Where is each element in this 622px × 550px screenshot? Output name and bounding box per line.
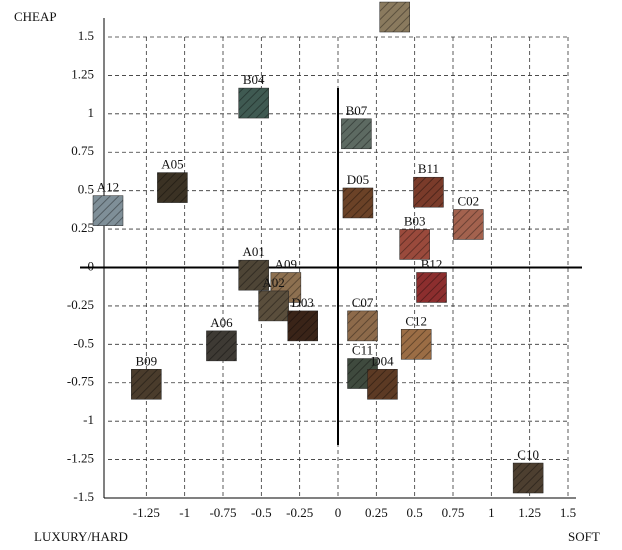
- y-tick-label: -0.25: [67, 297, 94, 312]
- y-tick-label: -0.5: [73, 335, 94, 350]
- point-label: A09: [275, 256, 297, 271]
- thumbnail-texture: [348, 311, 378, 341]
- x-tick-label: 1.5: [560, 505, 576, 520]
- thumbnail-texture: [288, 311, 318, 341]
- point-label: D05: [347, 172, 369, 187]
- chart: CHEAP LUXURY/HARD SOFT -1.5-1.25-1-0.75-…: [0, 0, 622, 550]
- x-tick-label: -1: [179, 505, 190, 520]
- point-label: C05: [384, 0, 406, 1]
- thumbnail-texture: [417, 272, 447, 302]
- point-label: D04: [371, 353, 394, 368]
- y-tick-label: 0: [88, 258, 95, 273]
- thumbnail-texture: [367, 369, 397, 399]
- point-label: B04: [243, 72, 265, 87]
- x-tick-label: -1.25: [133, 505, 160, 520]
- point-label: A05: [161, 157, 183, 172]
- thumbnail-texture: [513, 463, 543, 493]
- thumbnail-texture: [341, 119, 371, 149]
- thumbnail-texture: [93, 196, 123, 226]
- thumbnail-texture: [239, 88, 269, 118]
- point-label: D03: [292, 295, 314, 310]
- page: {"chart_data": {"type": "scatter", "y_ax…: [0, 0, 622, 550]
- x-tick-label: -0.75: [209, 505, 236, 520]
- point-label: A01: [242, 244, 264, 259]
- point-label: C07: [352, 295, 374, 310]
- y-tick-label: 1: [88, 105, 95, 120]
- x-tick-label: -0.5: [251, 505, 272, 520]
- point-label: A12: [97, 180, 119, 195]
- y-axis-label: CHEAP: [14, 9, 57, 24]
- point-label: C10: [517, 447, 539, 462]
- y-tick-label: -1: [83, 412, 94, 427]
- y-tick-label: 1.25: [71, 66, 94, 81]
- thumbnail-texture: [206, 331, 236, 361]
- y-tick-label: -1.25: [67, 451, 94, 466]
- point-label: C02: [457, 193, 479, 208]
- x-tick-label: 0.75: [442, 505, 465, 520]
- x-tick-label: 1.25: [518, 505, 541, 520]
- x-tick-label: 0: [335, 505, 342, 520]
- x-axis-label-right: SOFT: [568, 529, 600, 544]
- y-tick-label: 1.5: [78, 28, 94, 43]
- thumbnail-texture: [380, 2, 410, 32]
- thumbnail-texture: [453, 209, 483, 239]
- thumbnail-texture: [157, 173, 187, 203]
- thumbnail-texture: [343, 188, 373, 218]
- x-tick-label: -0.25: [286, 505, 313, 520]
- y-tick-label: -0.75: [67, 374, 94, 389]
- point-label: B12: [421, 256, 443, 271]
- x-axis-label-left: LUXURY/HARD: [34, 529, 128, 544]
- point-label: B07: [346, 103, 368, 118]
- point-label: A06: [210, 315, 233, 330]
- thumbnail-texture: [400, 229, 430, 259]
- point-label: A02: [262, 275, 284, 290]
- y-tick-label: 0.5: [78, 182, 94, 197]
- y-tick-label: 0.75: [71, 143, 94, 158]
- x-tick-label: 1: [488, 505, 495, 520]
- y-tick-label: 0.25: [71, 220, 94, 235]
- point-label: B03: [404, 213, 426, 228]
- point-label: B09: [135, 353, 157, 368]
- point-label: C11: [352, 343, 373, 358]
- thumbnail-texture: [401, 329, 431, 359]
- thumbnail-texture: [259, 291, 289, 321]
- thumbnail-texture: [131, 369, 161, 399]
- x-tick-label: 0.5: [407, 505, 423, 520]
- point-label: C12: [405, 313, 427, 328]
- y-tick-label: -1.5: [73, 489, 94, 504]
- thumbnail-texture: [413, 177, 443, 207]
- x-tick-label: 0.25: [365, 505, 388, 520]
- point-label: B11: [418, 161, 439, 176]
